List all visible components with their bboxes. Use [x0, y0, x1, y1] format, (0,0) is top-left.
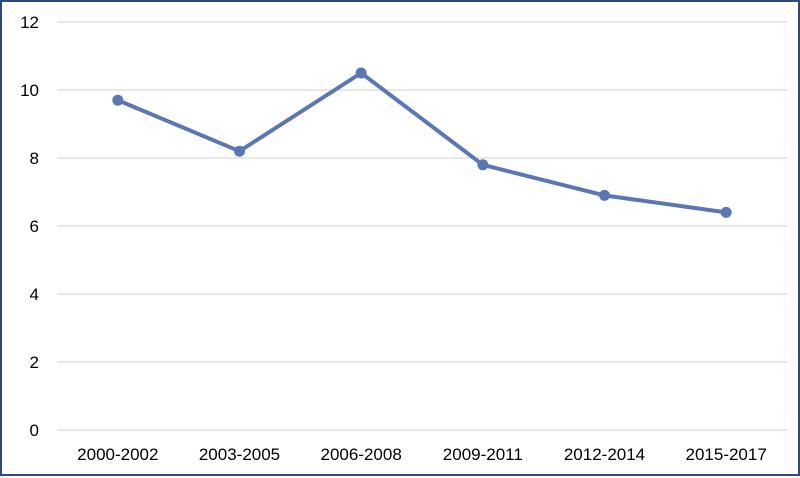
y-tick-label: 0 [30, 421, 39, 440]
data-point-marker [112, 94, 124, 106]
series-line [115, 71, 729, 215]
y-tick-label: 8 [30, 149, 39, 168]
data-point-marker [599, 189, 610, 201]
y-tick-label: 6 [30, 217, 39, 236]
series-line-group [112, 67, 732, 218]
y-axis-tick-labels: 0 2 4 6 8 10 12 [20, 13, 39, 440]
x-tick-label: 2000-2002 [77, 445, 158, 464]
gridlines [57, 21, 787, 431]
x-axis-tick-labels: 2000-2002 2003-2005 2006-2008 2009-2011 2012… [77, 445, 767, 464]
x-tick-label: 2006-2008 [321, 445, 402, 464]
y-tick-label: 10 [20, 81, 39, 100]
x-tick-label: 2009-2011 [443, 445, 523, 464]
x-tick-label: 2003-2005 [199, 445, 280, 464]
data-point-marker [355, 67, 367, 79]
data-point-marker [234, 145, 245, 157]
y-tick-label: 12 [20, 13, 39, 32]
y-tick-label: 4 [30, 285, 39, 304]
x-tick-label: 2015-2017 [686, 445, 767, 464]
data-point-marker [720, 206, 732, 218]
data-point-marker [477, 159, 489, 171]
x-tick-label: 2012-2014 [564, 445, 645, 464]
y-tick-label: 2 [30, 353, 39, 372]
